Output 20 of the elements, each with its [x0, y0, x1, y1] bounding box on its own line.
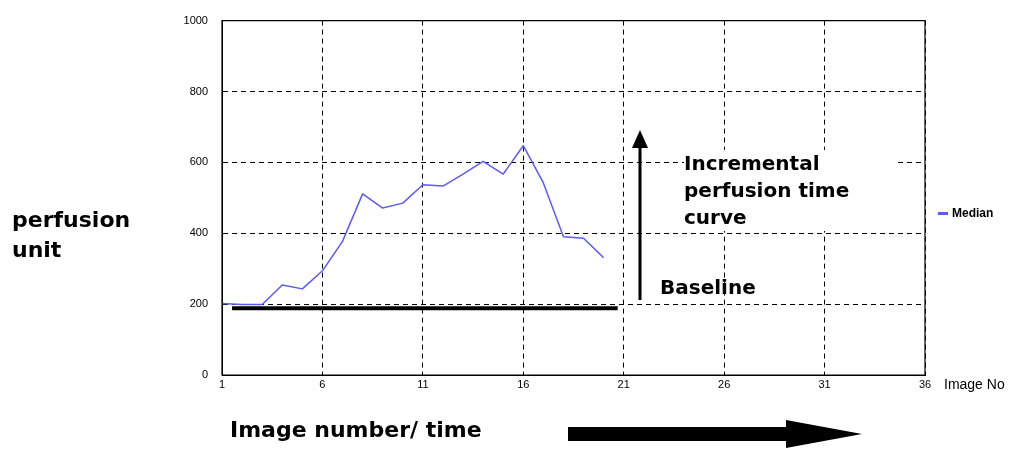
x-tick-label: 26	[718, 377, 731, 390]
y-tick-label: 200	[189, 297, 208, 310]
x-tick-label: 11	[417, 377, 429, 390]
x-tick-label: 6	[319, 377, 326, 390]
legend-label: Median	[952, 206, 994, 220]
x-tick-label: 31	[818, 377, 831, 390]
x-axis-title: Image No	[944, 376, 1005, 392]
x-tick-label: 1	[218, 377, 226, 390]
y-tick-label: 1000	[183, 13, 208, 26]
y-tick-label: 0	[201, 368, 208, 381]
x-tick-label: 36	[918, 377, 932, 390]
y-tick-label: 600	[189, 155, 208, 168]
y-tick-label: 800	[189, 84, 208, 97]
y-axis-title: perfusion unit	[12, 206, 132, 264]
annotation: Incremental perfusion time curve	[684, 150, 894, 231]
y-tick-label: 400	[189, 226, 208, 239]
x-tick-label: 16	[517, 377, 530, 390]
annotation: Baseline	[660, 274, 756, 301]
x-tick-label: 21	[617, 377, 630, 390]
text: Image number/ time	[230, 416, 482, 444]
